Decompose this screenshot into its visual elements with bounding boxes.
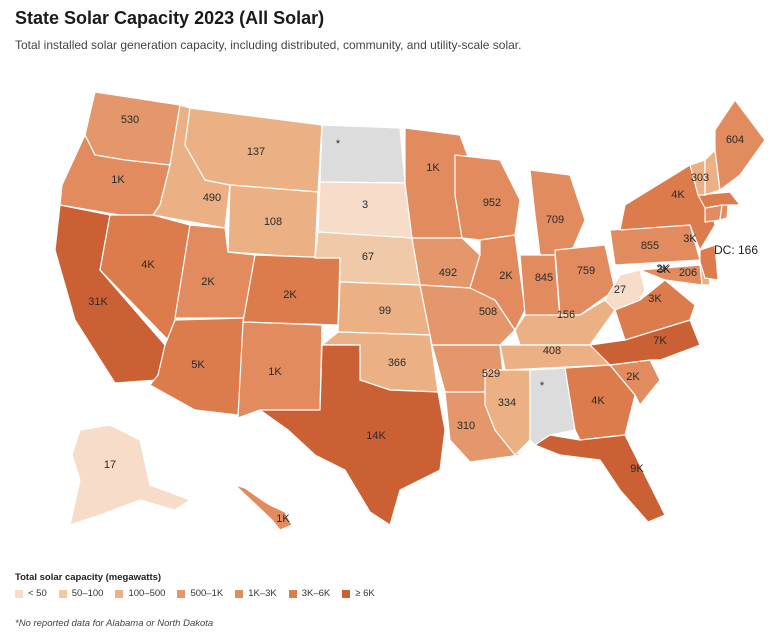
state-ma: [697, 191, 741, 209]
state-label-ny: 4K: [671, 189, 685, 201]
state-label-az: 5K: [191, 359, 205, 371]
state-label-la: 310: [457, 420, 475, 432]
state-label-ca: 31K: [88, 296, 108, 308]
state-hi: [234, 484, 293, 531]
legend-label: ≥ 6K: [355, 588, 375, 599]
state-label-ne: 67: [362, 251, 374, 263]
state-label-tx: 14K: [366, 430, 386, 442]
page-subtitle: Total installed solar generation capacit…: [15, 38, 522, 52]
state-label-mt: 137: [247, 146, 265, 158]
legend-label: 3K–6K: [301, 588, 331, 599]
state-label-nv: 4K: [141, 259, 155, 271]
state-label-id: 490: [203, 192, 221, 204]
state-label-oh: 759: [577, 265, 595, 277]
state-tx: [259, 344, 446, 526]
state-label-nd: *: [336, 138, 341, 150]
state-label-ks: 99: [379, 305, 391, 317]
state-label-hi: 1K: [276, 513, 290, 525]
legend-swatch: [58, 589, 67, 598]
state-fl: [534, 434, 666, 523]
legend-label: 500–1K: [190, 588, 224, 599]
state-label-nc: 7K: [653, 335, 667, 347]
state-label-in: 845: [535, 272, 553, 284]
legend-label: 50–100: [71, 588, 104, 599]
state-label-me: 604: [726, 134, 744, 146]
state-nj: [699, 244, 719, 281]
state-label-ar: 529: [482, 368, 500, 380]
state-wv: [604, 269, 646, 311]
state-label-ut: 2K: [201, 276, 215, 288]
state-label-wy: 108: [264, 216, 282, 228]
dc-note: DC: 166: [714, 243, 759, 257]
state-label-sc: 2K: [626, 371, 640, 383]
state-label-mn: 1K: [426, 162, 440, 174]
state-label-mo: 508: [479, 306, 497, 318]
legend-item: 100–500: [115, 588, 165, 599]
state-label-sd: 3: [362, 199, 368, 211]
state-oh: [554, 244, 616, 316]
legend-item: 3K–6K: [288, 588, 331, 599]
legend-item: ≥ 6K: [342, 588, 375, 599]
state-il: [469, 234, 526, 331]
state-label-de: 206: [679, 267, 697, 279]
state-label-wv: 27: [614, 284, 626, 296]
state-ak: [69, 424, 191, 526]
legend-swatch: [342, 589, 351, 598]
state-ia: [411, 237, 481, 289]
state-label-pa: 855: [641, 240, 659, 252]
state-label-tn: 408: [543, 345, 561, 357]
state-label-nm: 1K: [268, 366, 282, 378]
state-label-ok: 366: [388, 357, 406, 369]
legend-title: Total solar capacity (megawatts): [15, 572, 162, 583]
state-label-ia: 492: [439, 267, 457, 279]
legend-item: 50–100: [58, 588, 104, 599]
state-label-ma: 3K: [683, 233, 697, 245]
state-label-wi: 952: [483, 197, 501, 209]
legend-swatch: [115, 589, 124, 598]
legend-item: < 50: [15, 588, 47, 599]
state-label-ak: 17: [104, 459, 116, 471]
state-label-ga: 4K: [591, 395, 605, 407]
state-label-al: *: [540, 380, 545, 392]
state-label-co: 2K: [283, 289, 297, 301]
state-me: [714, 99, 766, 191]
legend-label: 100–500: [128, 588, 166, 599]
state-label-mi: 709: [546, 214, 564, 226]
footnote: *No reported data for Alabama or North D…: [15, 618, 214, 629]
state-mi: [529, 169, 586, 256]
state-wa: [84, 91, 181, 166]
state-label-fl: 9K: [630, 463, 644, 475]
state-label-ky: 156: [557, 309, 575, 321]
legend-swatch: [288, 589, 297, 598]
state-ri: [719, 204, 729, 221]
state-label-wa: 530: [121, 114, 139, 126]
state-label-or: 1K: [111, 174, 125, 186]
legend-items: < 50 50–100 100–500 500–1K 1K–3K 3K–6K ≥ 6K: [15, 588, 387, 599]
legend-swatch: [177, 589, 186, 598]
legend-item: 500–1K: [177, 588, 223, 599]
legend-label: 1K–3K: [248, 588, 277, 599]
legend-label: < 50: [28, 588, 47, 599]
state-label-va: 3K: [648, 293, 662, 305]
page-title: State Solar Capacity 2023 (All Solar): [15, 8, 325, 28]
state-in: [519, 254, 561, 321]
legend-swatch: [235, 589, 244, 598]
state-label-il: 2K: [499, 270, 513, 282]
legend-swatch: [15, 589, 23, 598]
legend-item: 1K–3K: [235, 588, 277, 599]
state-label-ms: 334: [498, 397, 516, 409]
state-nd: [319, 124, 406, 184]
state-label-md: 2K: [656, 263, 670, 275]
state-label-nj2: 3K: [657, 264, 671, 276]
legend: Total solar capacity (megawatts) < 50 50–…: [15, 572, 387, 599]
us-map: 530 1K 31K 490 4K 137 108 2K 5K 2K 1K * 3 67 99 366 14K 1…: [54, 91, 766, 531]
state-label-vt: 303: [691, 172, 709, 184]
